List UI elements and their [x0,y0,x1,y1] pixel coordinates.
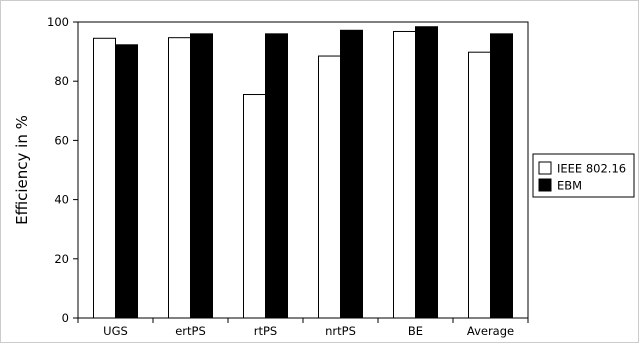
bar-ebm-average [490,33,513,319]
legend: IEEE 802.16 EBM [532,153,635,198]
bar-ebm-rtps [265,33,288,319]
bar-ieee-ertps [168,37,191,319]
bars [93,26,513,319]
x-tick-label: UGS [103,324,128,338]
plot-area [77,21,529,319]
bar-ieee-average [468,51,491,319]
y-axis-title: Efficiency in % [13,115,31,225]
legend-label: EBM [557,179,582,193]
x-tick-label: BE [408,324,423,338]
bar-ebm-ugs [115,44,138,319]
bar-ebm-ertps [190,33,213,319]
bar-ebm-be [415,26,438,319]
y-axis-ticks: 0 20 40 60 80 100 [47,15,78,325]
y-tick-label: 80 [54,74,69,88]
legend-swatch [538,161,552,175]
legend-swatch [538,178,552,192]
y-tick-label: 100 [47,15,69,29]
x-axis-ticks: UGS ertPS rtPS nrtPS BE Average [77,318,529,338]
y-tick-label: 0 [62,311,69,325]
bar-ieee-ugs [93,37,116,319]
x-tick-label: Average [467,324,514,338]
bar-ieee-rtps [243,94,266,319]
x-tick-label: ertPS [175,324,206,338]
y-tick-label: 20 [54,252,69,266]
y-tick-label: 60 [54,133,69,147]
x-tick-label: rtPS [254,324,277,338]
y-tick-label: 40 [54,193,69,207]
legend-label: IEEE 802.16 [557,162,626,176]
bar-ieee-be [393,30,416,319]
bar-ebm-nrtps [340,29,363,319]
y-axis-label: Efficiency in % [13,115,31,225]
bar-ieee-nrtps [318,55,341,319]
x-tick-label: nrtPS [325,324,356,338]
